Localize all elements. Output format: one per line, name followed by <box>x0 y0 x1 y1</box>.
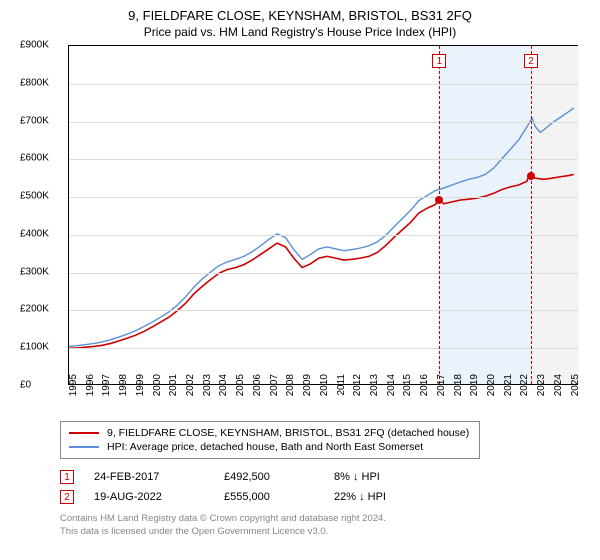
sales-table: 1 24-FEB-2017 £492,500 8% ↓ HPI 2 19-AUG-2022… <box>60 467 590 507</box>
sale-date: 24-FEB-2017 <box>94 471 204 483</box>
marker-line <box>439 46 440 384</box>
sale-date: 19-AUG-2022 <box>94 491 204 503</box>
footnote-line: This data is licensed under the Open Gov… <box>60 526 590 539</box>
sale-row: 2 19-AUG-2022 £555,000 22% ↓ HPI <box>60 487 590 507</box>
y-axis-label: £700K <box>20 115 66 126</box>
chart-title: 9, FIELDFARE CLOSE, KEYNSHAM, BRISTOL, B… <box>10 8 590 23</box>
y-axis-label: £400K <box>20 228 66 239</box>
y-axis-label: £900K <box>20 40 66 51</box>
legend: 9, FIELDFARE CLOSE, KEYNSHAM, BRISTOL, B… <box>60 421 480 459</box>
y-axis-label: £800K <box>20 77 66 88</box>
marker-flag: 1 <box>432 54 446 68</box>
y-axis-label: £500K <box>20 191 66 202</box>
sale-price: £555,000 <box>224 491 314 503</box>
chart-area: 12 £0£100K£200K£300K£400K£500K£600K£700K… <box>20 45 580 415</box>
sale-delta: 22% ↓ HPI <box>334 491 424 503</box>
legend-label: HPI: Average price, detached house, Bath… <box>107 441 423 453</box>
y-axis-label: £100K <box>20 342 66 353</box>
marker-flag: 2 <box>524 54 538 68</box>
y-axis-label: £600K <box>20 153 66 164</box>
sale-row: 1 24-FEB-2017 £492,500 8% ↓ HPI <box>60 467 590 487</box>
marker-line <box>531 46 532 384</box>
x-axis-label: 2025 <box>570 374 596 404</box>
chart-subtitle: Price paid vs. HM Land Registry's House … <box>10 25 590 39</box>
sale-flag: 2 <box>60 490 74 504</box>
marker-dot <box>435 196 443 204</box>
legend-label: 9, FIELDFARE CLOSE, KEYNSHAM, BRISTOL, B… <box>107 427 469 439</box>
footnote-line: Contains HM Land Registry data © Crown c… <box>60 513 590 526</box>
legend-item: 9, FIELDFARE CLOSE, KEYNSHAM, BRISTOL, B… <box>69 426 471 440</box>
footnote: Contains HM Land Registry data © Crown c… <box>60 513 590 539</box>
sale-flag: 1 <box>60 470 74 484</box>
legend-swatch <box>69 446 99 448</box>
y-axis-label: £200K <box>20 304 66 315</box>
legend-item: HPI: Average price, detached house, Bath… <box>69 440 471 454</box>
sale-price: £492,500 <box>224 471 314 483</box>
y-axis-label: £0 <box>20 380 66 391</box>
marker-dot <box>527 172 535 180</box>
y-axis-label: £300K <box>20 266 66 277</box>
sale-delta: 8% ↓ HPI <box>334 471 424 483</box>
plot-region: 12 <box>68 45 578 385</box>
series-line <box>69 174 574 348</box>
legend-swatch <box>69 432 99 434</box>
